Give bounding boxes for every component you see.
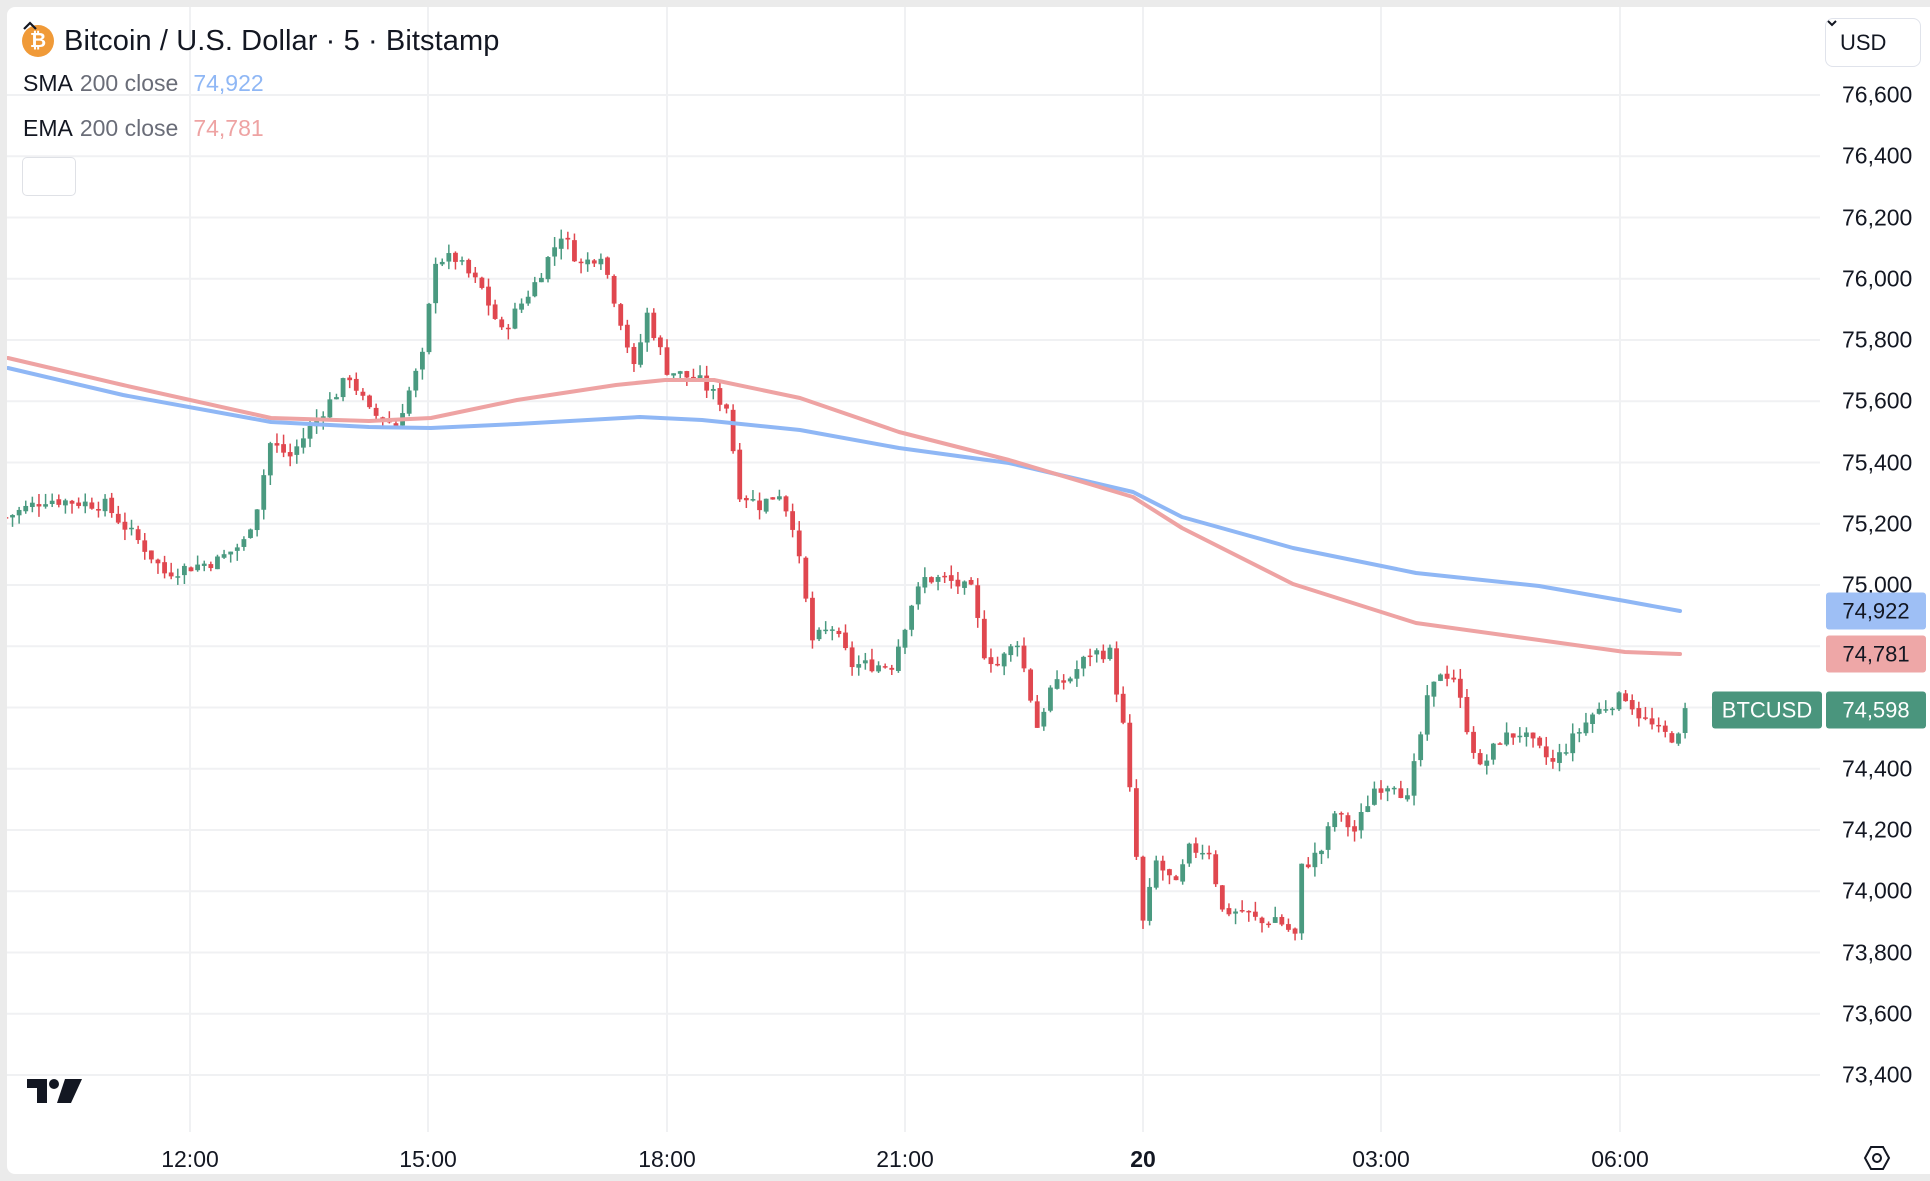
price-label: 73,600 xyxy=(1842,1000,1913,1027)
ema-value: 74,781 xyxy=(193,115,264,141)
sma-name: SMA xyxy=(23,70,73,96)
sma-params: 200 close xyxy=(79,70,179,96)
currency-selector[interactable]: USD xyxy=(1825,18,1921,67)
chart-legend: ₿ Bitcoin / U.S. Dollar · 5 · Bitstamp S… xyxy=(22,21,500,196)
symbol-price-tag: BTCUSD xyxy=(1712,691,1822,729)
ema-params: 200 close xyxy=(79,115,179,141)
time-label: 12:00 xyxy=(161,1146,219,1172)
price-axis[interactable]: 76,600 76,400 76,200 76,000 75,800 75,600 75,4… xyxy=(1712,7,1930,1132)
time-axis[interactable]: 12:00 15:00 18:00 21:00 20 03:00 06:00 xyxy=(7,1132,1820,1174)
chevron-up-icon xyxy=(23,21,37,30)
price-label: 74,400 xyxy=(1842,755,1913,782)
chart-plot-area[interactable] xyxy=(7,7,1820,1132)
symbol-title[interactable]: Bitcoin / U.S. Dollar · 5 · Bitstamp xyxy=(64,24,500,57)
price-label: 75,800 xyxy=(1842,326,1913,353)
time-label: 21:00 xyxy=(876,1146,934,1172)
price-label: 75,600 xyxy=(1842,387,1913,414)
price-label: 74,200 xyxy=(1842,816,1913,843)
chevron-down-icon xyxy=(1827,20,1837,27)
sma-value: 74,922 xyxy=(193,70,264,96)
indicator-sma[interactable]: SMA 200 close 74,922 xyxy=(23,61,500,106)
bitcoin-logo-icon: ₿ xyxy=(22,25,54,57)
chart-container[interactable]: ₿ Bitcoin / U.S. Dollar · 5 · Bitstamp S… xyxy=(7,7,1930,1174)
time-label: 03:00 xyxy=(1352,1146,1410,1172)
price-label: 76,600 xyxy=(1842,81,1913,108)
ema-name: EMA xyxy=(23,115,73,141)
time-label: 06:00 xyxy=(1591,1146,1649,1172)
symbol-title-row[interactable]: ₿ Bitcoin / U.S. Dollar · 5 · Bitstamp xyxy=(22,21,500,61)
price-label: 76,400 xyxy=(1842,142,1913,169)
ema-price-tag: 74,781 xyxy=(1826,635,1926,673)
currency-value: USD xyxy=(1840,29,1887,55)
price-label: 75,200 xyxy=(1842,510,1913,537)
candles xyxy=(7,229,1688,941)
sma-price-tag: 74,922 xyxy=(1826,592,1926,630)
price-label: 73,800 xyxy=(1842,939,1913,965)
time-label: 18:00 xyxy=(638,1146,696,1172)
price-label: 76,200 xyxy=(1842,204,1913,230)
candlestick-chart[interactable] xyxy=(7,7,1820,1132)
ema-line xyxy=(7,356,1682,656)
time-label: 15:00 xyxy=(399,1146,457,1172)
price-label: 74,000 xyxy=(1842,877,1913,904)
price-label: 76,000 xyxy=(1842,265,1913,292)
sma-line xyxy=(7,366,1682,613)
price-label: 75,400 xyxy=(1842,449,1913,475)
gear-icon xyxy=(1863,1146,1891,1170)
time-label: 20 xyxy=(1130,1146,1156,1172)
indicator-ema[interactable]: EMA 200 close 74,781 xyxy=(23,106,500,151)
chart-settings-button[interactable] xyxy=(1862,1143,1892,1173)
last-price-tag: 74,598 xyxy=(1826,691,1926,729)
price-label: 73,400 xyxy=(1842,1061,1913,1088)
collapse-legend-button[interactable] xyxy=(22,21,76,196)
